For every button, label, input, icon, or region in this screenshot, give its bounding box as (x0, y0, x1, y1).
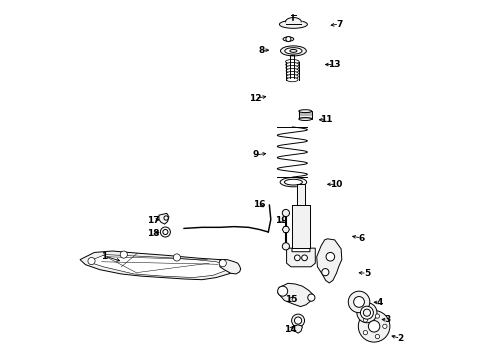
Circle shape (326, 252, 335, 261)
Polygon shape (80, 251, 234, 280)
Circle shape (363, 330, 368, 335)
Ellipse shape (290, 49, 297, 52)
Ellipse shape (280, 46, 306, 56)
Circle shape (383, 324, 387, 328)
Text: 11: 11 (320, 115, 333, 124)
Ellipse shape (283, 37, 294, 41)
Circle shape (363, 318, 368, 322)
Circle shape (120, 251, 127, 258)
Text: 12: 12 (249, 94, 261, 103)
Polygon shape (278, 283, 313, 307)
Circle shape (308, 294, 315, 301)
Text: 6: 6 (358, 234, 365, 243)
Polygon shape (297, 184, 304, 205)
Text: 8: 8 (258, 46, 264, 55)
Ellipse shape (287, 75, 298, 79)
Polygon shape (159, 213, 169, 224)
Ellipse shape (285, 48, 302, 54)
Text: 9: 9 (252, 150, 259, 159)
Text: 17: 17 (147, 216, 160, 225)
Circle shape (357, 303, 377, 323)
Text: 4: 4 (376, 298, 383, 307)
Text: 19: 19 (274, 216, 287, 225)
Polygon shape (292, 205, 310, 248)
Circle shape (294, 255, 300, 261)
Circle shape (354, 297, 365, 307)
Text: 7: 7 (336, 19, 343, 28)
Polygon shape (220, 260, 241, 274)
Polygon shape (294, 325, 302, 333)
Ellipse shape (279, 21, 307, 28)
Circle shape (302, 255, 307, 261)
Text: 18: 18 (147, 229, 159, 238)
Circle shape (164, 216, 168, 220)
Ellipse shape (299, 118, 312, 121)
Polygon shape (317, 239, 342, 283)
Ellipse shape (285, 179, 302, 185)
Circle shape (375, 314, 380, 318)
Circle shape (173, 254, 180, 261)
Circle shape (322, 269, 329, 276)
Ellipse shape (280, 177, 307, 187)
Text: 15: 15 (285, 294, 297, 303)
Circle shape (364, 309, 370, 316)
Text: 10: 10 (330, 180, 343, 189)
Circle shape (219, 260, 226, 267)
Ellipse shape (287, 77, 298, 82)
Ellipse shape (286, 68, 298, 73)
Circle shape (88, 257, 95, 265)
Ellipse shape (286, 63, 299, 67)
Circle shape (348, 291, 370, 313)
Circle shape (163, 229, 168, 234)
Circle shape (361, 306, 373, 319)
Ellipse shape (286, 59, 299, 64)
Circle shape (282, 210, 290, 217)
Ellipse shape (286, 72, 298, 76)
Circle shape (282, 243, 290, 250)
Polygon shape (299, 111, 312, 119)
Circle shape (294, 317, 302, 324)
Polygon shape (89, 255, 228, 278)
Text: 3: 3 (385, 315, 391, 324)
Polygon shape (282, 226, 290, 233)
Text: 16: 16 (253, 200, 266, 209)
Text: 14: 14 (284, 325, 296, 334)
Text: 1: 1 (101, 252, 107, 261)
Circle shape (368, 320, 380, 332)
Circle shape (286, 37, 291, 41)
Ellipse shape (286, 66, 299, 70)
Circle shape (160, 227, 171, 237)
Circle shape (278, 286, 288, 296)
Circle shape (292, 314, 304, 327)
Circle shape (358, 311, 390, 342)
Circle shape (375, 334, 380, 339)
Text: 13: 13 (328, 60, 340, 69)
Text: 2: 2 (397, 334, 404, 343)
Text: 5: 5 (364, 269, 370, 278)
Polygon shape (287, 248, 315, 267)
Ellipse shape (299, 110, 312, 113)
